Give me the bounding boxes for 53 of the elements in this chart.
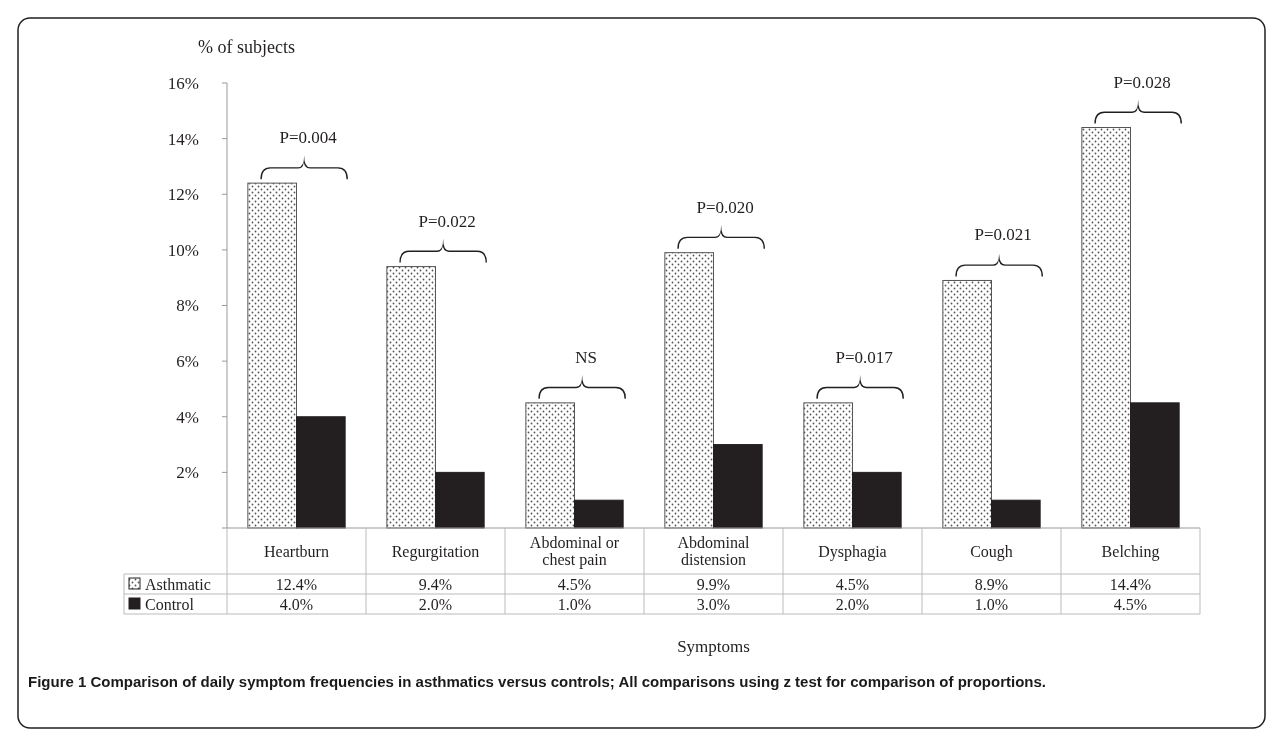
data-label: 4.0% <box>279 595 314 613</box>
bar <box>713 444 763 529</box>
y-tick-label: 12% <box>167 185 199 205</box>
bar <box>852 471 902 529</box>
text: Figure 1 Comparison of daily symptom frequencies in asthmatics versus controls; All comparisons using z test for comparison of proportions. <box>28 672 1047 692</box>
data-label: 4.5% <box>835 575 870 593</box>
data-label: 12.4% <box>275 575 318 593</box>
annotation: P=0.004 <box>279 128 338 148</box>
data-label: 1.0% <box>557 595 592 613</box>
x-tick-label: Belching <box>1101 542 1160 561</box>
data-label: 2.0% <box>835 595 870 613</box>
data-label: 1.0% <box>974 595 1009 613</box>
data-label: 2.0% <box>418 595 453 613</box>
x-axis-title: Symptoms <box>677 637 750 656</box>
legend-label: Control <box>145 595 195 613</box>
bar <box>525 402 575 529</box>
x-tick-label: Cough <box>970 542 1013 561</box>
x-tick-label: Abdominal distension <box>677 534 751 569</box>
data-label: 4.5% <box>1113 595 1148 613</box>
x-tick-label: Regurgitation <box>391 542 480 561</box>
y-tick-label: 2% <box>176 463 199 483</box>
x-tick-label: Abdominal or chest pain <box>529 534 620 570</box>
x-tick-label: Heartburn <box>264 542 329 560</box>
annotation: P=0.022 <box>418 211 476 231</box>
annotation: P=0.028 <box>1113 72 1171 92</box>
bar <box>574 499 624 529</box>
annotation: NS <box>575 347 598 367</box>
y-tick-label: 6% <box>176 352 199 372</box>
y-tick-label: 14% <box>167 129 199 149</box>
y-tick-label: 8% <box>176 296 199 316</box>
y-tick-label: 10% <box>167 240 199 260</box>
data-label: 3.0% <box>696 595 731 613</box>
annotation: P=0.020 <box>696 197 754 217</box>
data-label: 9.9% <box>696 575 731 593</box>
data-label: 4.5% <box>557 575 592 593</box>
x-tick-label: Dysphagia <box>818 542 887 561</box>
y-tick-label: 4% <box>176 407 199 427</box>
data-label: 9.4% <box>418 575 453 593</box>
y-tick-label: 16% <box>167 73 199 93</box>
bar <box>435 471 485 529</box>
data-label: 14.4% <box>1109 575 1152 593</box>
bar <box>803 402 853 529</box>
data-label: 8.9% <box>974 575 1009 593</box>
bar <box>1130 402 1180 529</box>
annotation: P=0.017 <box>835 347 894 367</box>
y-axis-title: % of subjects <box>198 37 295 57</box>
bar <box>386 266 436 529</box>
bar <box>664 252 714 529</box>
legend-label: Asthmatic <box>145 575 211 593</box>
bar <box>1081 127 1131 529</box>
annotation: P=0.021 <box>974 225 1032 245</box>
bar <box>991 499 1041 529</box>
bar <box>296 416 346 529</box>
